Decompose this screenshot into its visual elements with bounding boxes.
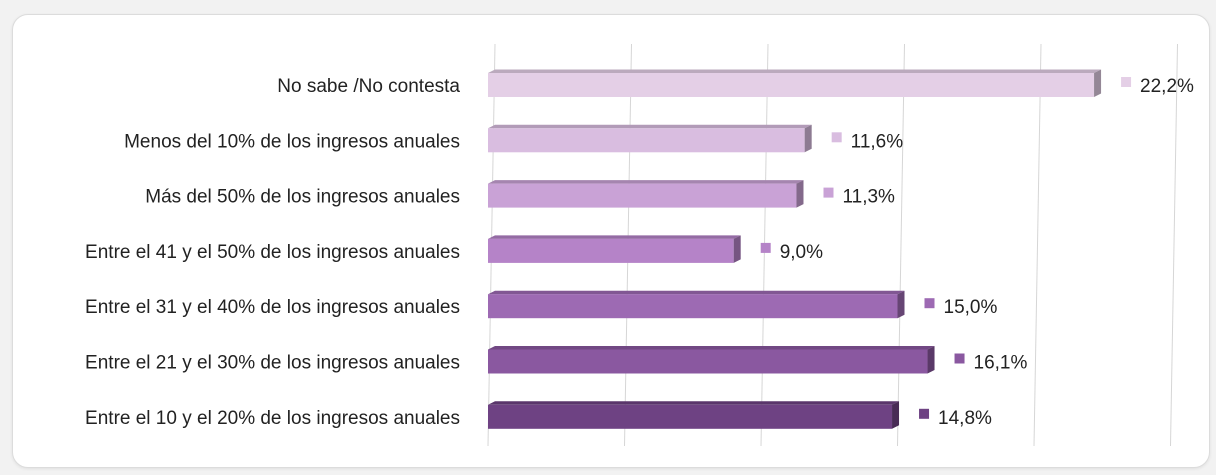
- bars: [488, 69, 1102, 429]
- bar-front-face: [488, 73, 1095, 97]
- bar-side-face: [927, 346, 935, 374]
- bar-top-face: [488, 124, 812, 129]
- grid-line: [1033, 43, 1042, 447]
- category-label: No sabe /No contesta: [277, 76, 460, 97]
- bar-side-face: [892, 401, 900, 429]
- bar-side-face: [796, 180, 804, 208]
- bar-side-face: [804, 124, 812, 153]
- bar: [488, 124, 812, 153]
- value-key-square: [823, 187, 834, 198]
- bar-top-face: [488, 69, 1102, 73]
- bar: [488, 69, 1102, 97]
- grid-line: [897, 43, 905, 447]
- bar-side-face: [733, 235, 741, 263]
- value-key-square: [924, 298, 935, 309]
- bar-top-face: [488, 235, 741, 239]
- bar: [488, 290, 905, 319]
- bar-side-face: [897, 290, 905, 319]
- bar-front-face: [488, 349, 928, 374]
- category-label: Entre el 41 y el 50% de los ingresos anu…: [85, 242, 460, 263]
- labels: No sabe /No contesta 22,2% Menos del 10% d…: [85, 76, 1194, 429]
- bar: [488, 401, 900, 429]
- value-label: 15,0%: [944, 297, 998, 318]
- bar-top-face: [488, 180, 804, 184]
- category-label: Más del 50% de los ingresos anuales: [145, 187, 460, 208]
- grid-line: [1170, 43, 1178, 447]
- bar-side-face: [1094, 69, 1102, 97]
- value-label: 11,3%: [842, 187, 895, 208]
- value-label: 16,1%: [974, 353, 1028, 374]
- grid-lines: [487, 43, 1178, 447]
- bar-top-face: [488, 290, 905, 295]
- bar-top-face: [488, 346, 935, 350]
- value-key-square: [831, 132, 842, 143]
- value-key-square: [1121, 77, 1132, 87]
- category-label: Entre el 10 y el 20% de los ingresos anu…: [85, 408, 460, 429]
- value-label: 9,0%: [780, 242, 823, 263]
- value-key-square: [954, 353, 965, 364]
- bar-top-face: [488, 401, 900, 405]
- category-label: Menos del 10% de los ingresos anuales: [124, 131, 460, 152]
- bar-front-face: [488, 238, 734, 263]
- bar-front-face: [488, 294, 898, 319]
- bar: [488, 180, 804, 208]
- value-label: 11,6%: [851, 131, 904, 152]
- category-label: Entre el 21 y el 30% de los ingresos anu…: [85, 353, 460, 374]
- category-label: Entre el 31 y el 40% de los ingresos anu…: [85, 297, 460, 318]
- bar-front-face: [488, 128, 805, 153]
- bar: [488, 346, 935, 374]
- bar-front-face: [488, 183, 797, 208]
- value-label: 22,2%: [1140, 76, 1194, 97]
- value-label: 14,8%: [938, 408, 992, 429]
- bar-front-face: [488, 404, 893, 429]
- value-key-square: [919, 408, 930, 419]
- value-key-square: [760, 242, 771, 253]
- bar: [488, 235, 741, 263]
